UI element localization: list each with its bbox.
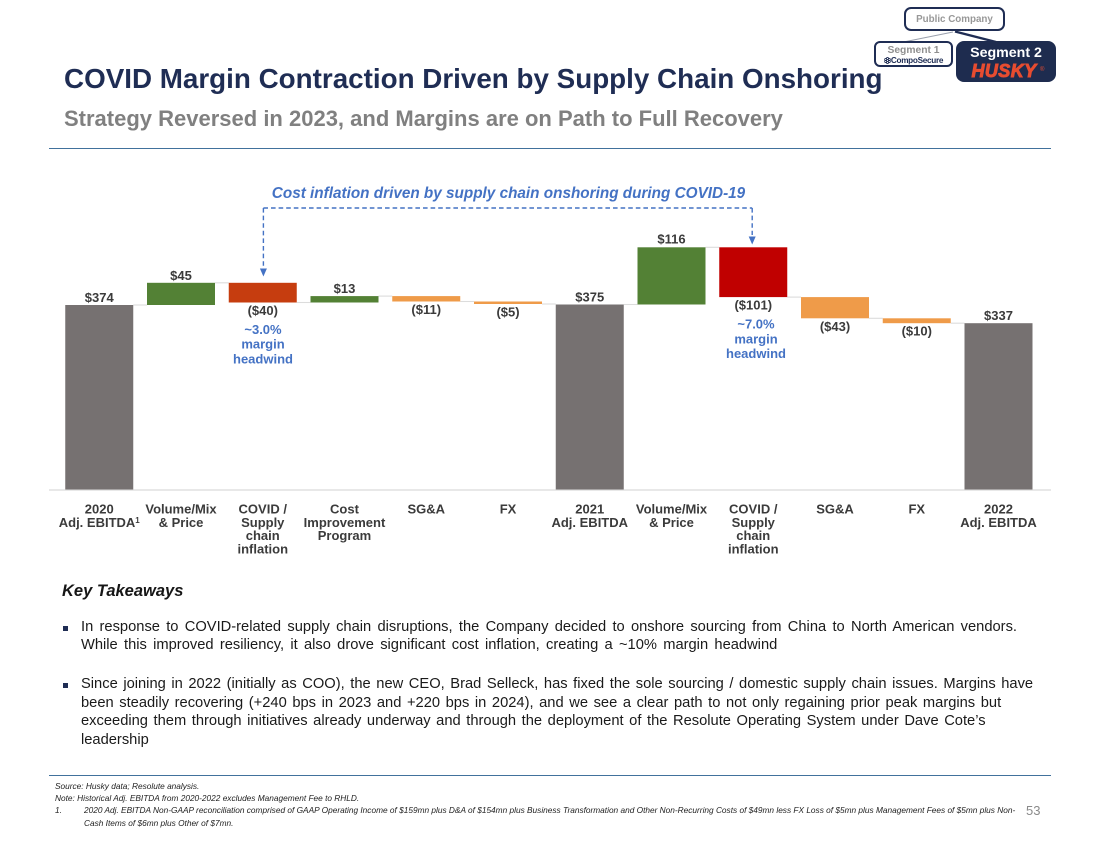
svg-text:($40): ($40) [248,303,278,318]
svg-text:~3.0%: ~3.0% [244,322,282,337]
svg-text:margin: margin [734,331,777,346]
svg-text:$116: $116 [657,232,685,247]
svg-text:Volume/Mix: Volume/Mix [145,502,217,517]
svg-text:2021: 2021 [575,502,604,517]
svg-text:$45: $45 [170,268,192,283]
svg-text:$13: $13 [334,281,356,296]
svg-text:$375: $375 [575,290,604,305]
svg-text:Supply: Supply [732,515,776,530]
svg-text:$337: $337 [984,308,1013,323]
svg-text:Cost: Cost [330,502,360,517]
svg-text:COVID /: COVID / [729,502,778,517]
svg-text:Supply: Supply [241,515,285,530]
svg-text:~7.0%: ~7.0% [737,317,775,332]
svg-text:SG&A: SG&A [407,502,445,517]
svg-text:Cost inflation driven by suppl: Cost inflation driven by supply chain on… [272,185,746,202]
svg-text:($11): ($11) [411,302,441,317]
svg-text:inflation: inflation [728,541,779,556]
svg-text:2020: 2020 [85,502,114,517]
svg-text:Improvement: Improvement [304,515,386,530]
svg-text:Adj. EBITDA1: Adj. EBITDA1 [59,515,141,530]
svg-text:($43): ($43) [820,319,850,334]
svg-text:& Price: & Price [649,515,694,530]
svg-text:SG&A: SG&A [816,502,854,517]
svg-text:FX: FX [500,502,517,517]
svg-text:($5): ($5) [496,305,519,320]
svg-text:& Price: & Price [159,515,204,530]
svg-text:chain: chain [246,528,280,543]
svg-text:headwind: headwind [726,346,786,361]
svg-text:Volume/Mix: Volume/Mix [636,502,708,517]
svg-text:COVID /: COVID / [239,502,288,517]
svg-text:margin: margin [241,337,284,352]
svg-text:inflation: inflation [237,541,288,556]
svg-text:2022: 2022 [984,502,1013,517]
svg-text:headwind: headwind [233,351,293,366]
svg-text:Program: Program [318,528,371,543]
svg-text:($101): ($101) [734,298,772,313]
svg-text:®: ® [1040,66,1045,73]
svg-text:Adj. EBITDA: Adj. EBITDA [551,515,628,530]
svg-text:($10): ($10) [902,324,932,339]
svg-text:$374: $374 [85,290,115,305]
svg-text:Adj. EBITDA: Adj. EBITDA [960,515,1037,530]
svg-text:chain: chain [736,528,770,543]
svg-text:HUSKY: HUSKY [971,63,1038,81]
svg-text:FX: FX [908,502,925,517]
